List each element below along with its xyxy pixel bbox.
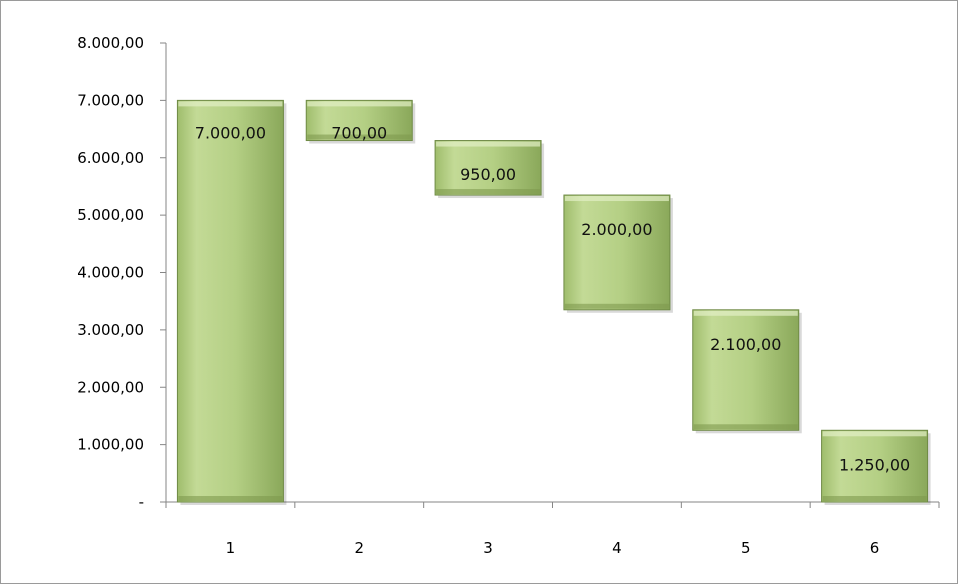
- x-tick-label: 6: [870, 539, 880, 557]
- x-tick-label: 5: [741, 539, 751, 557]
- data-label-6: 1.250,00: [839, 455, 910, 474]
- bar-highlight: [436, 141, 541, 147]
- y-tick-label: 6.000,00: [77, 149, 144, 167]
- bar-bevel: [436, 189, 541, 195]
- y-tick-label: 2.000,00: [77, 378, 144, 396]
- data-label-4: 2.000,00: [581, 220, 652, 239]
- y-tick-label: -: [139, 493, 144, 511]
- data-label-1: 7.000,00: [195, 123, 266, 142]
- bar-3: [434, 140, 542, 196]
- bar-bevel: [307, 134, 412, 140]
- bar-highlight: [822, 431, 927, 437]
- bar-2: [305, 99, 413, 142]
- x-tick-label: 2: [354, 539, 364, 557]
- y-axis: - 1.000,00 2.000,00 3.000,00 4.000,00 5.000,0…: [77, 34, 167, 511]
- bar-bevel: [693, 424, 798, 430]
- data-label-2: 700,00: [331, 123, 387, 142]
- bars: [176, 99, 931, 505]
- y-tick-label: 4.000,00: [77, 264, 144, 282]
- y-tick-label: 1.000,00: [77, 436, 144, 454]
- y-tick-label: 7.000,00: [77, 91, 144, 109]
- bar-6: [821, 429, 929, 503]
- y-tick-label: 8.000,00: [77, 34, 144, 52]
- x-tick-label: 3: [483, 539, 493, 557]
- bar-bevel: [178, 496, 283, 501]
- bar-5: [692, 309, 800, 431]
- bar-1: [176, 99, 284, 503]
- bar-4: [563, 194, 671, 311]
- bar-highlight: [178, 101, 283, 107]
- y-tick-label: 5.000,00: [77, 206, 144, 224]
- bar-highlight: [693, 310, 798, 316]
- bar-highlight: [564, 196, 669, 202]
- x-tick-label: 4: [612, 539, 622, 557]
- data-labels: 7.000,00 700,00 950,00 2.000,00 2.100,00 1.25…: [195, 123, 910, 474]
- bar-highlight: [307, 101, 412, 107]
- bar-bevel: [564, 303, 669, 309]
- data-label-5: 2.100,00: [710, 335, 781, 354]
- y-tick-label: 3.000,00: [77, 321, 144, 339]
- data-label-3: 950,00: [460, 165, 516, 184]
- x-axis: 1 2 3 4 5 6: [165, 501, 940, 557]
- bar-bevel: [822, 496, 927, 501]
- x-tick-label: 1: [226, 539, 236, 557]
